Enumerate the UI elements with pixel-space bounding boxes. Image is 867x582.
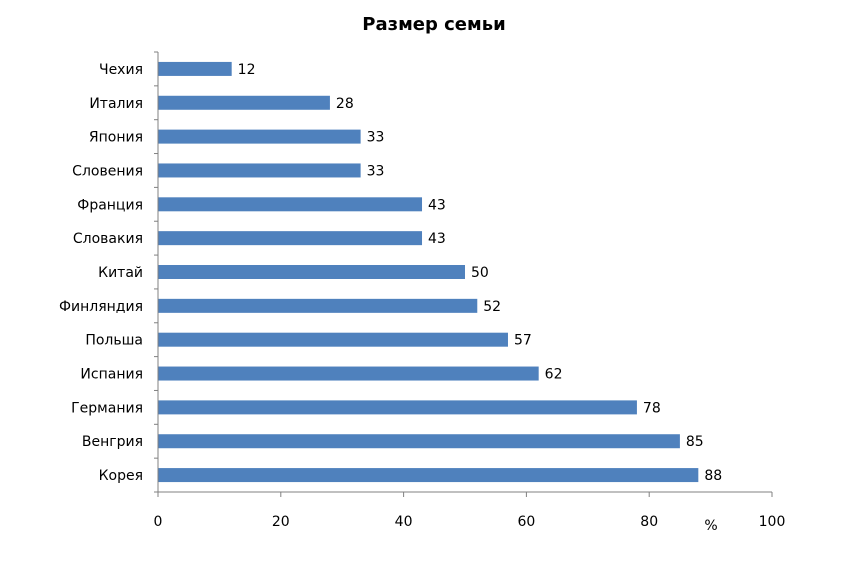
bar-6	[158, 265, 465, 279]
category-label: Корея	[99, 468, 143, 484]
bar-5	[158, 231, 423, 246]
x-tick-label: 100	[759, 514, 786, 530]
data-label: 50	[471, 265, 489, 281]
category-label: Япония	[89, 130, 143, 146]
category-label: Италия	[89, 96, 143, 112]
x-tick-label: 60	[517, 514, 535, 530]
x-axis-unit-label: %	[704, 518, 717, 534]
category-label: Словакия	[73, 231, 143, 247]
data-label: 33	[367, 130, 385, 146]
bar-9	[158, 366, 539, 381]
bar-1	[158, 95, 330, 110]
category-label: Польша	[85, 333, 143, 349]
category-label: Испания	[80, 367, 143, 383]
bar-7	[158, 298, 478, 313]
x-tick-label: 20	[272, 514, 290, 530]
data-label: 28	[336, 96, 354, 112]
chart-title: Размер семьи	[362, 14, 505, 35]
data-label: 57	[514, 333, 532, 349]
category-label: Словения	[72, 163, 143, 179]
data-label: 78	[643, 400, 661, 416]
data-label: 12	[238, 62, 256, 78]
data-label: 88	[704, 468, 722, 484]
bar-2	[158, 129, 361, 144]
bar-10	[158, 400, 637, 415]
bar-3	[158, 163, 361, 178]
category-label: Финляндия	[59, 299, 143, 315]
data-label: 52	[483, 299, 501, 315]
x-tick-label: 40	[395, 514, 413, 530]
category-label: Чехия	[99, 62, 143, 78]
bar-4	[158, 197, 423, 212]
bars-group: Чехия 12 Италия 28 Япония 33 Словения 33 Франция…	[59, 61, 722, 484]
category-label: Германия	[71, 400, 143, 416]
category-label: Китай	[98, 265, 143, 281]
bar-12	[158, 468, 699, 483]
bar-0	[158, 61, 232, 76]
data-label: 62	[545, 367, 563, 383]
x-tick-label: 80	[640, 514, 658, 530]
category-label: Венгрия	[82, 434, 143, 450]
bar-11	[158, 434, 680, 449]
x-tick-label: 0	[154, 514, 163, 530]
data-label: 85	[686, 434, 704, 450]
axes-group: 0 20 40 60 80 100	[154, 51, 786, 530]
data-label: 43	[428, 231, 446, 247]
bar-8	[158, 332, 508, 347]
data-label: 43	[428, 197, 446, 213]
category-label: Франция	[77, 197, 143, 213]
data-label: 33	[367, 163, 385, 179]
